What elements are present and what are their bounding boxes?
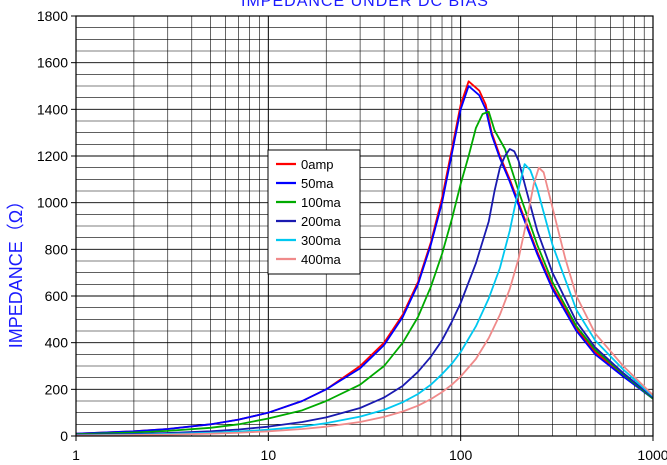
x-tick-label: 1: [72, 447, 80, 463]
series-line-100ma: [75, 110, 654, 436]
x-tick-label: 1000: [637, 447, 667, 463]
series-line-300ma: [75, 163, 654, 437]
y-tick-label: 0: [60, 428, 68, 444]
legend: 0amp 50ma 100ma 200ma 300ma 400ma: [267, 149, 361, 275]
series-line-200ma: [75, 148, 654, 436]
y-tick-label: 1800: [37, 8, 68, 24]
chart-title: IMPEDANCE UNDER DC BIAS: [241, 0, 489, 10]
legend-label-200ma: 200ma: [301, 214, 342, 229]
series-line-400ma: [75, 166, 654, 437]
axes: 0 200 400 600 800 1000 1200 1400 1600 1800 1 10 100 1…: [37, 8, 667, 463]
legend-label-50ma: 50ma: [301, 176, 334, 191]
y-tick-label: 600: [45, 288, 69, 304]
y-tick-label: 800: [45, 241, 69, 257]
x-tick-label: 100: [449, 447, 473, 463]
x-tick-label: 10: [261, 447, 277, 463]
legend-label-400ma: 400ma: [301, 252, 342, 267]
y-tick-label: 200: [45, 381, 69, 397]
series-line-50ma: [75, 85, 654, 435]
y-tick-label: 1200: [37, 148, 68, 164]
legend-label-0amp: 0amp: [301, 157, 334, 172]
legend-label-300ma: 300ma: [301, 233, 342, 248]
y-tick-label: 400: [45, 335, 69, 351]
grid: [75, 15, 654, 437]
legend-label-100ma: 100ma: [301, 195, 342, 210]
series-lines: [75, 80, 654, 437]
plot-frame: [75, 15, 654, 437]
y-axis-label: IMPEDANCE（Ω）: [6, 192, 26, 348]
y-tick-label: 1600: [37, 55, 68, 71]
legend-box: [267, 149, 361, 275]
y-tick-label: 1400: [37, 101, 68, 117]
y-tick-label: 1000: [37, 195, 68, 211]
